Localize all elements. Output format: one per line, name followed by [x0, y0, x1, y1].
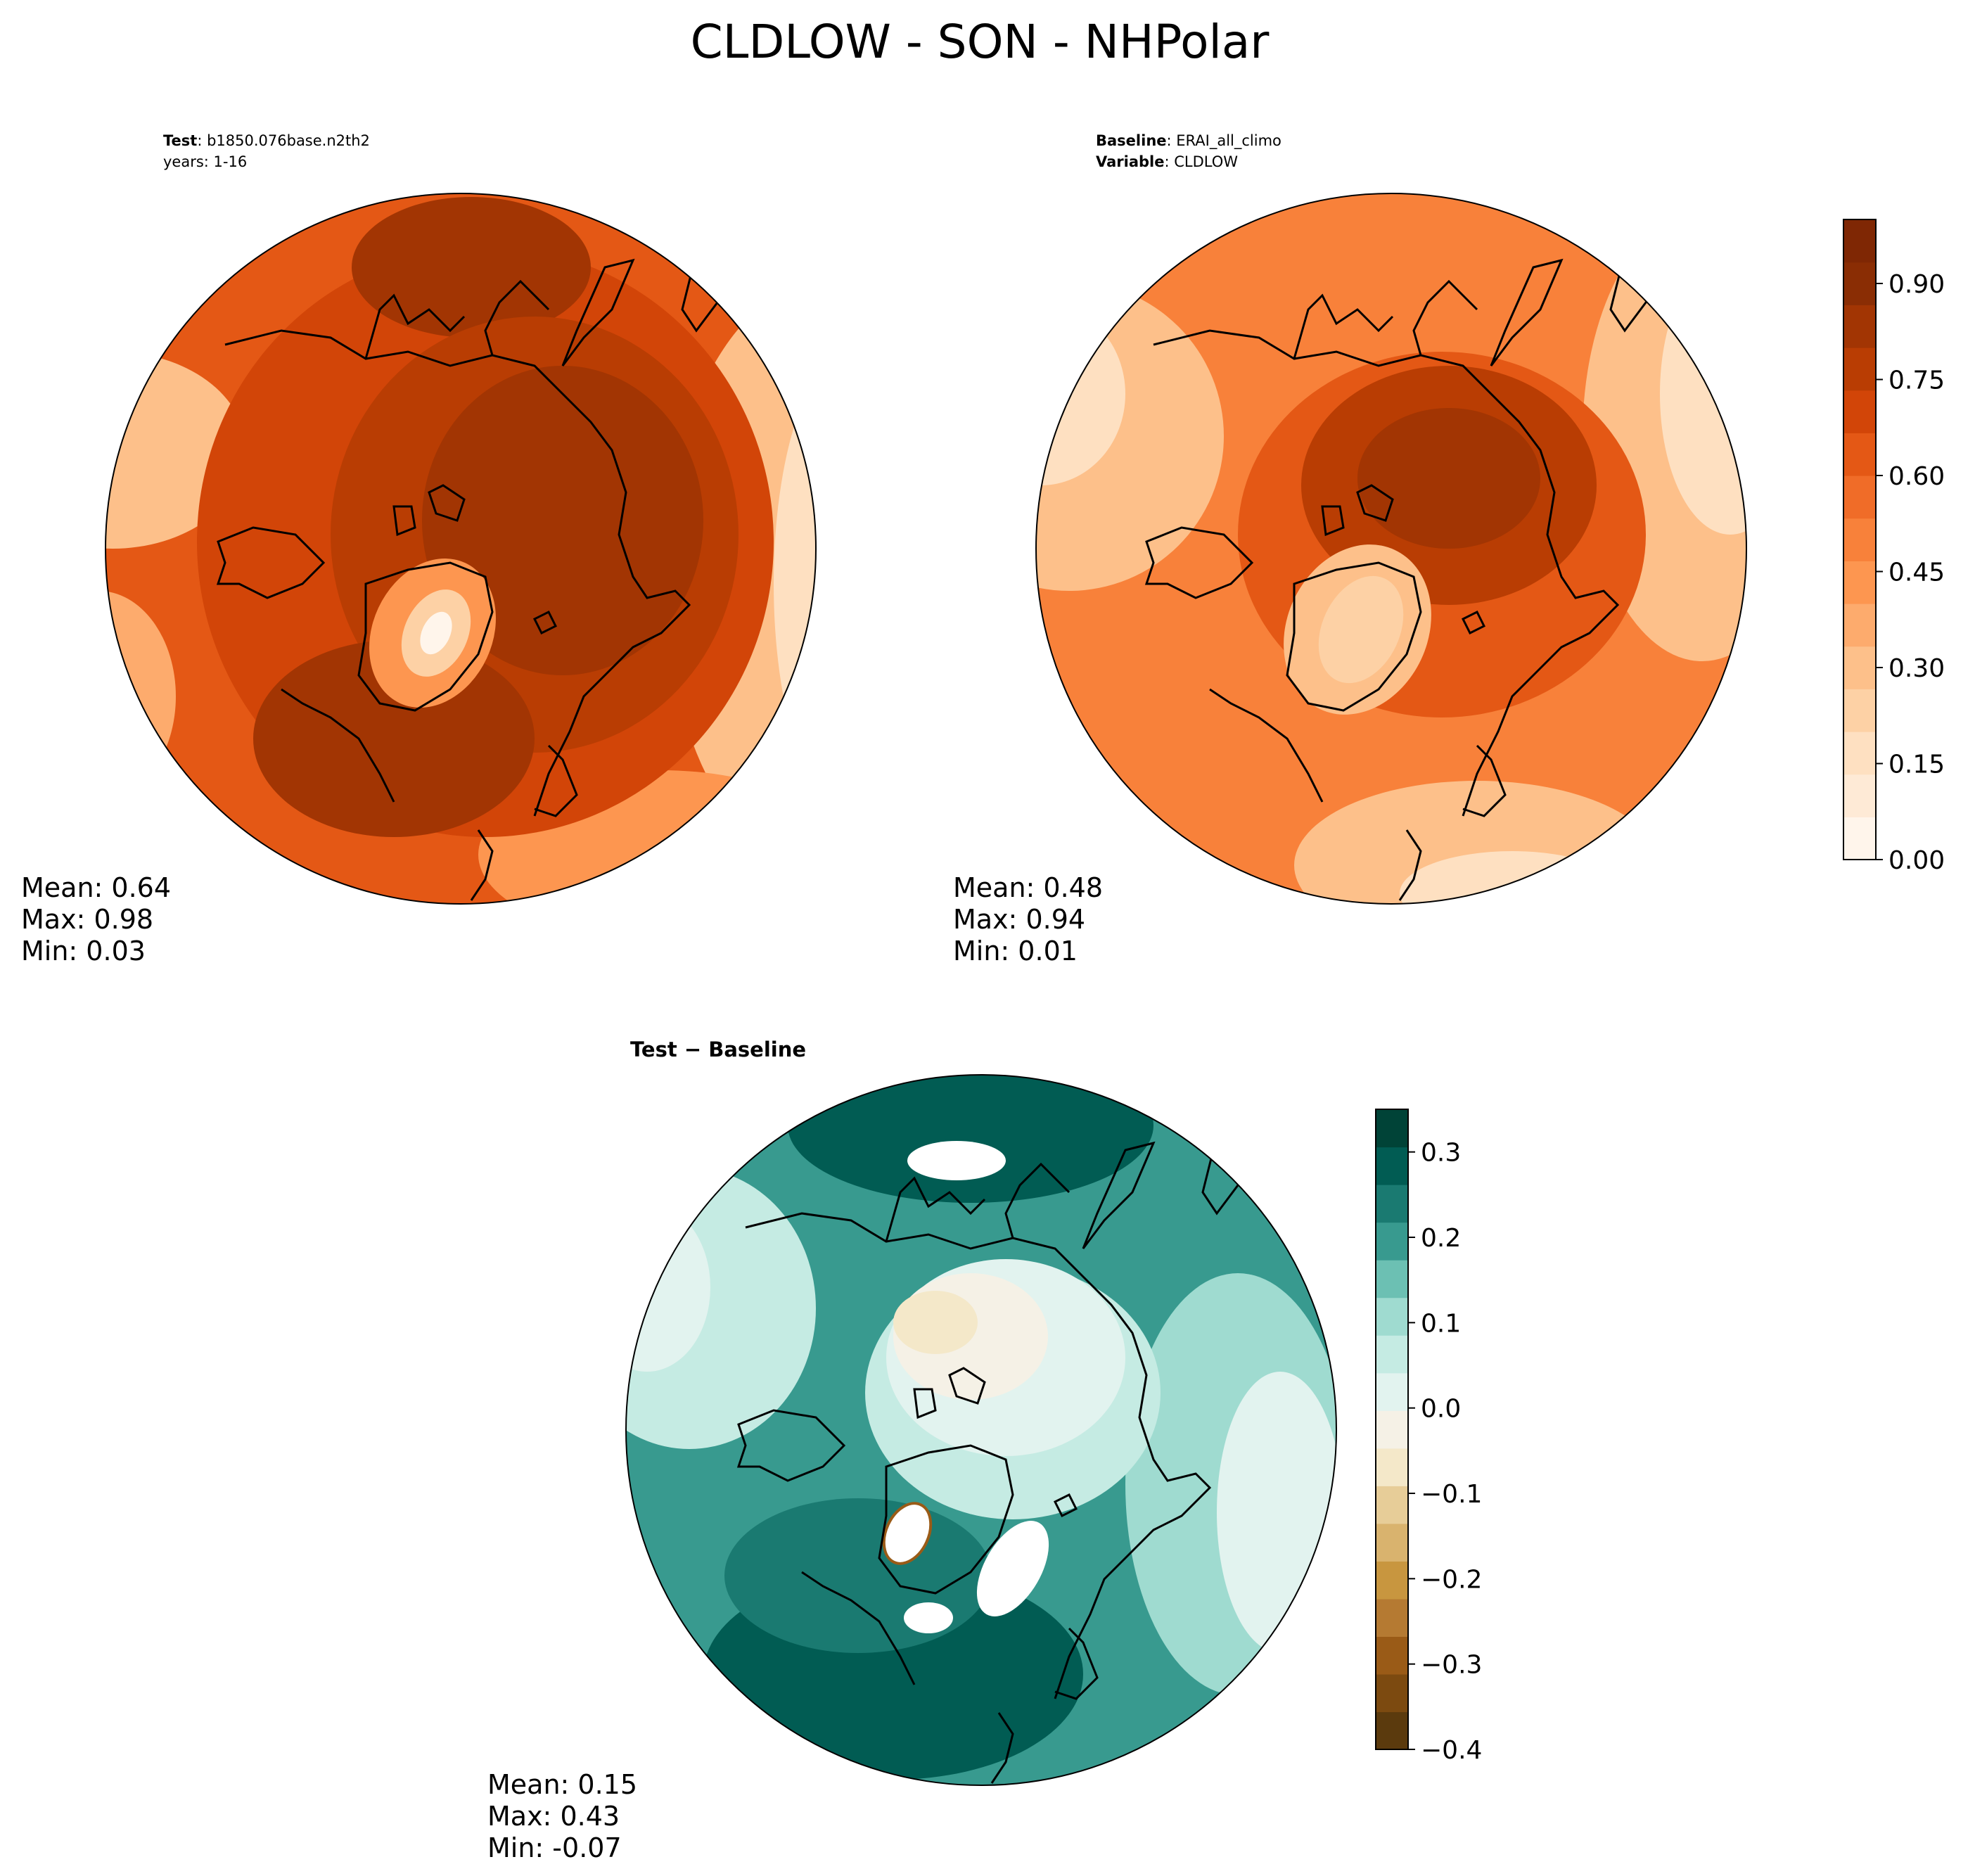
colorbar-brbg-tick-label: 0.3: [1421, 1139, 1461, 1168]
test-label-line2: years: 1-16: [163, 153, 247, 170]
test-map-outer-light-left2: [106, 591, 176, 802]
test-map-top-dark: [352, 197, 591, 338]
diff-map-white-top: [907, 1141, 1006, 1180]
colorbar-brbg-segment: [1376, 1598, 1408, 1638]
colorbar-oranges-segment: [1843, 817, 1876, 860]
colorbar-oranges-segment: [1843, 305, 1876, 348]
colorbar-brbg-segment: [1376, 1523, 1408, 1562]
baseline-map-core2: [1357, 408, 1540, 549]
colorbar-brbg-tick-label: −0.3: [1421, 1651, 1482, 1680]
colorbar-brbg-segment: [1376, 1636, 1408, 1675]
colorbar-oranges-tick-label: 0.15: [1888, 751, 1945, 779]
colorbar-oranges-tick-label: 0.60: [1888, 462, 1945, 491]
figure-title: CLDLOW - SON - NHPolar: [691, 15, 1270, 69]
colorbar-oranges-segment: [1843, 390, 1876, 433]
colorbar-brbg-segment: [1376, 1673, 1408, 1713]
diff-map-dark-top: [788, 1075, 1153, 1203]
colorbar-oranges-segment: [1843, 219, 1876, 263]
colorbar-brbg-tick-label: 0.2: [1421, 1224, 1461, 1253]
baseline-label-line1: Baseline: ERAI_all_climo: [1096, 132, 1281, 150]
colorbar-brbg-tick-label: −0.1: [1421, 1480, 1482, 1509]
test-map-border: [105, 193, 817, 905]
colorbar-brbg-segment: [1376, 1260, 1408, 1298]
baseline-mean: Mean: 0.48: [953, 872, 1103, 903]
diff-map-white-bottom: [904, 1602, 953, 1633]
test-mean: Mean: 0.64: [21, 872, 171, 903]
colorbar-oranges-tick-label: 0.45: [1888, 559, 1945, 587]
colorbar-brbg-segment: [1376, 1486, 1408, 1524]
panel-baseline: Baseline: ERAI_all_climo Variable: CLDLO…: [953, 132, 1945, 966]
baseline-label-line2: Variable: CLDLOW: [1096, 153, 1238, 170]
colorbar-brbg-tick-label: 0.0: [1421, 1395, 1461, 1424]
panel-diff: Test − Baseline: [487, 1038, 1482, 1863]
colorbar-brbg-frame: [1375, 1109, 1409, 1750]
diff-map-greenland-hi: [882, 1502, 933, 1565]
diff-min: Min: -0.07: [487, 1832, 622, 1863]
baseline-map-border: [1035, 193, 1747, 905]
colorbar-oranges-tick-label: 0.30: [1888, 654, 1945, 683]
colorbar-oranges-segment: [1843, 604, 1876, 647]
colorbar-brbg-segment: [1376, 1372, 1408, 1411]
colorbar-brbg-tick-label: −0.2: [1421, 1565, 1482, 1594]
colorbar-brbg: −0.4 −0.3 −0.2 −0.1 0.0 0.1 0.2 0.3: [1375, 1109, 1482, 1765]
baseline-max: Max: 0.94: [953, 904, 1085, 935]
colorbar-oranges-segment: [1843, 518, 1876, 561]
test-map-outer-light-right2: [774, 352, 816, 816]
baseline-min: Min: 0.01: [953, 936, 1078, 966]
colorbar-brbg-segment: [1376, 1410, 1408, 1449]
baseline-map-light-right2: [1660, 253, 1746, 535]
colorbar-oranges-segment: [1843, 689, 1876, 732]
colorbar-oranges-segment: [1843, 732, 1876, 775]
colorbar-oranges-tick-label: 0.00: [1888, 846, 1945, 875]
test-map: [106, 193, 816, 904]
colorbar-brbg-segment: [1376, 1222, 1408, 1261]
colorbar-oranges-tick-label: 0.90: [1888, 270, 1945, 299]
baseline-map-light-bottom2: [1400, 851, 1625, 904]
colorbar-oranges-segment: [1843, 433, 1876, 476]
colorbar-oranges-segment: [1843, 774, 1876, 817]
colorbar-oranges-tick-label: 0.75: [1888, 366, 1945, 395]
test-max: Max: 0.98: [21, 904, 153, 935]
colorbar-oranges-segment: [1843, 347, 1876, 391]
colorbar-brbg-tick-label: −0.4: [1421, 1736, 1482, 1765]
panel-test: Test: b1850.076base.n2th2 years: 1-16: [21, 132, 817, 966]
colorbar-oranges-segment: [1843, 561, 1876, 604]
colorbar-brbg-segment: [1376, 1448, 1408, 1486]
diff-map-negative2: [893, 1291, 978, 1354]
diff-map-dark-bottom2: [724, 1498, 992, 1653]
colorbar-oranges-segment: [1843, 476, 1876, 519]
colorbar-oranges: 0.00 0.15 0.30 0.45 0.60 0.75 0.90: [1843, 219, 1945, 875]
diff-map-light-left2: [626, 1203, 710, 1372]
diff-map: [626, 1075, 1336, 1785]
test-map-greenland3: [420, 611, 452, 655]
diff-map-border: [625, 1074, 1337, 1786]
colorbar-brbg-segment: [1376, 1335, 1408, 1374]
baseline-map-greenland2: [1318, 575, 1404, 684]
diff-label: Test − Baseline: [630, 1038, 806, 1061]
test-coastlines: [216, 251, 797, 901]
baseline-map-light-left2: [1036, 302, 1125, 485]
colorbar-brbg-segment: [1376, 1147, 1408, 1185]
colorbar-brbg-tick-label: 0.1: [1421, 1309, 1461, 1338]
colorbar-oranges-frame: [1843, 219, 1877, 860]
diff-max: Max: 0.43: [487, 1801, 620, 1832]
diff-map-white-right: [976, 1521, 1049, 1616]
colorbar-brbg-segment: [1376, 1561, 1408, 1600]
baseline-map: [1036, 193, 1746, 904]
test-map-bottom-dark: [253, 640, 535, 837]
diff-mean: Mean: 0.15: [487, 1769, 637, 1800]
test-min: Min: 0.03: [21, 936, 146, 966]
colorbar-brbg-segment: [1376, 1297, 1408, 1336]
colorbar-brbg-segment: [1376, 1109, 1408, 1148]
colorbar-brbg-segment: [1376, 1185, 1408, 1223]
diff-map-light-right2: [1217, 1372, 1336, 1653]
colorbar-oranges-segment: [1843, 646, 1876, 689]
colorbar-brbg-segment: [1376, 1711, 1408, 1750]
colorbar-oranges-segment: [1843, 262, 1876, 305]
test-label-line1: Test: b1850.076base.n2th2: [163, 132, 370, 149]
